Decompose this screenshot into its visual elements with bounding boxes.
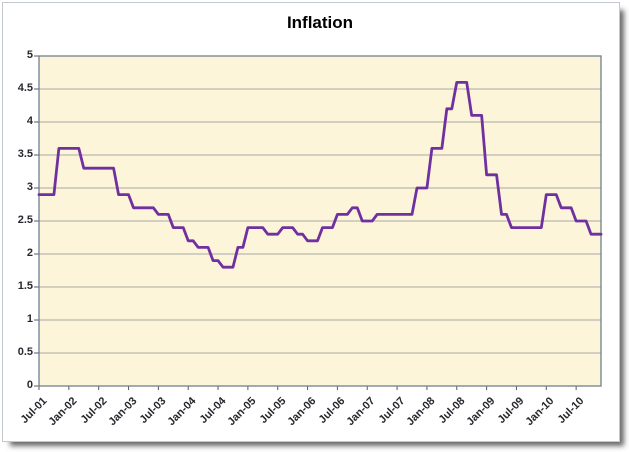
y-tick-label: 3 bbox=[26, 181, 33, 193]
plot-area bbox=[34, 55, 603, 390]
x-tick-label: Jul-02 bbox=[78, 395, 110, 426]
y-tick-label: 5 bbox=[26, 49, 33, 61]
x-tick-label: Jan-10 bbox=[523, 395, 557, 429]
x-tick-label: Jul-03 bbox=[137, 395, 169, 426]
y-tick-label: 1.5 bbox=[17, 280, 33, 292]
y-tick-label: 2 bbox=[26, 247, 33, 259]
x-tick-label: Jul-09 bbox=[495, 395, 527, 426]
inflation-line-chart bbox=[34, 55, 603, 390]
y-tick-label: 0.5 bbox=[17, 346, 33, 358]
y-tick-label: 0 bbox=[26, 379, 33, 391]
x-tick-label: Jan-07 bbox=[344, 395, 378, 429]
y-tick-label: 4.5 bbox=[17, 82, 33, 94]
x-tick-label: Jan-02 bbox=[46, 395, 80, 429]
x-tick-label: Jul-08 bbox=[436, 395, 468, 426]
x-tick-label: Jul-01 bbox=[18, 395, 50, 426]
x-tick-label: Jul-10 bbox=[555, 395, 587, 426]
x-tick-label: Jan-09 bbox=[463, 395, 498, 429]
chart-canvas: Inflation 0 0.5 1 1.5 2 2.5 3 3.5 4 4.5 5 Jul-01 Ja… bbox=[2, 2, 620, 442]
y-tick-label: 3.5 bbox=[17, 148, 33, 160]
y-tick-label: 2.5 bbox=[17, 214, 33, 226]
plot-border bbox=[38, 55, 602, 387]
x-tick-label: Jul-05 bbox=[257, 395, 289, 426]
y-tick-label: 4 bbox=[26, 115, 33, 127]
x-tick-label: Jan-04 bbox=[165, 395, 199, 429]
x-tick-label: Jul-06 bbox=[316, 395, 348, 426]
y-tick-label: 1 bbox=[26, 313, 33, 325]
x-tick-label: Jan-08 bbox=[404, 395, 438, 429]
x-tick-label: Jul-07 bbox=[376, 395, 408, 426]
x-tick-label: Jan-06 bbox=[284, 395, 319, 429]
x-tick-label: Jul-04 bbox=[197, 395, 229, 426]
chart-title: Inflation bbox=[286, 13, 354, 32]
x-tick-label: Jan-05 bbox=[225, 395, 259, 429]
inflation-series-line bbox=[37, 80, 603, 269]
x-tick-label: Jan-03 bbox=[105, 395, 140, 429]
